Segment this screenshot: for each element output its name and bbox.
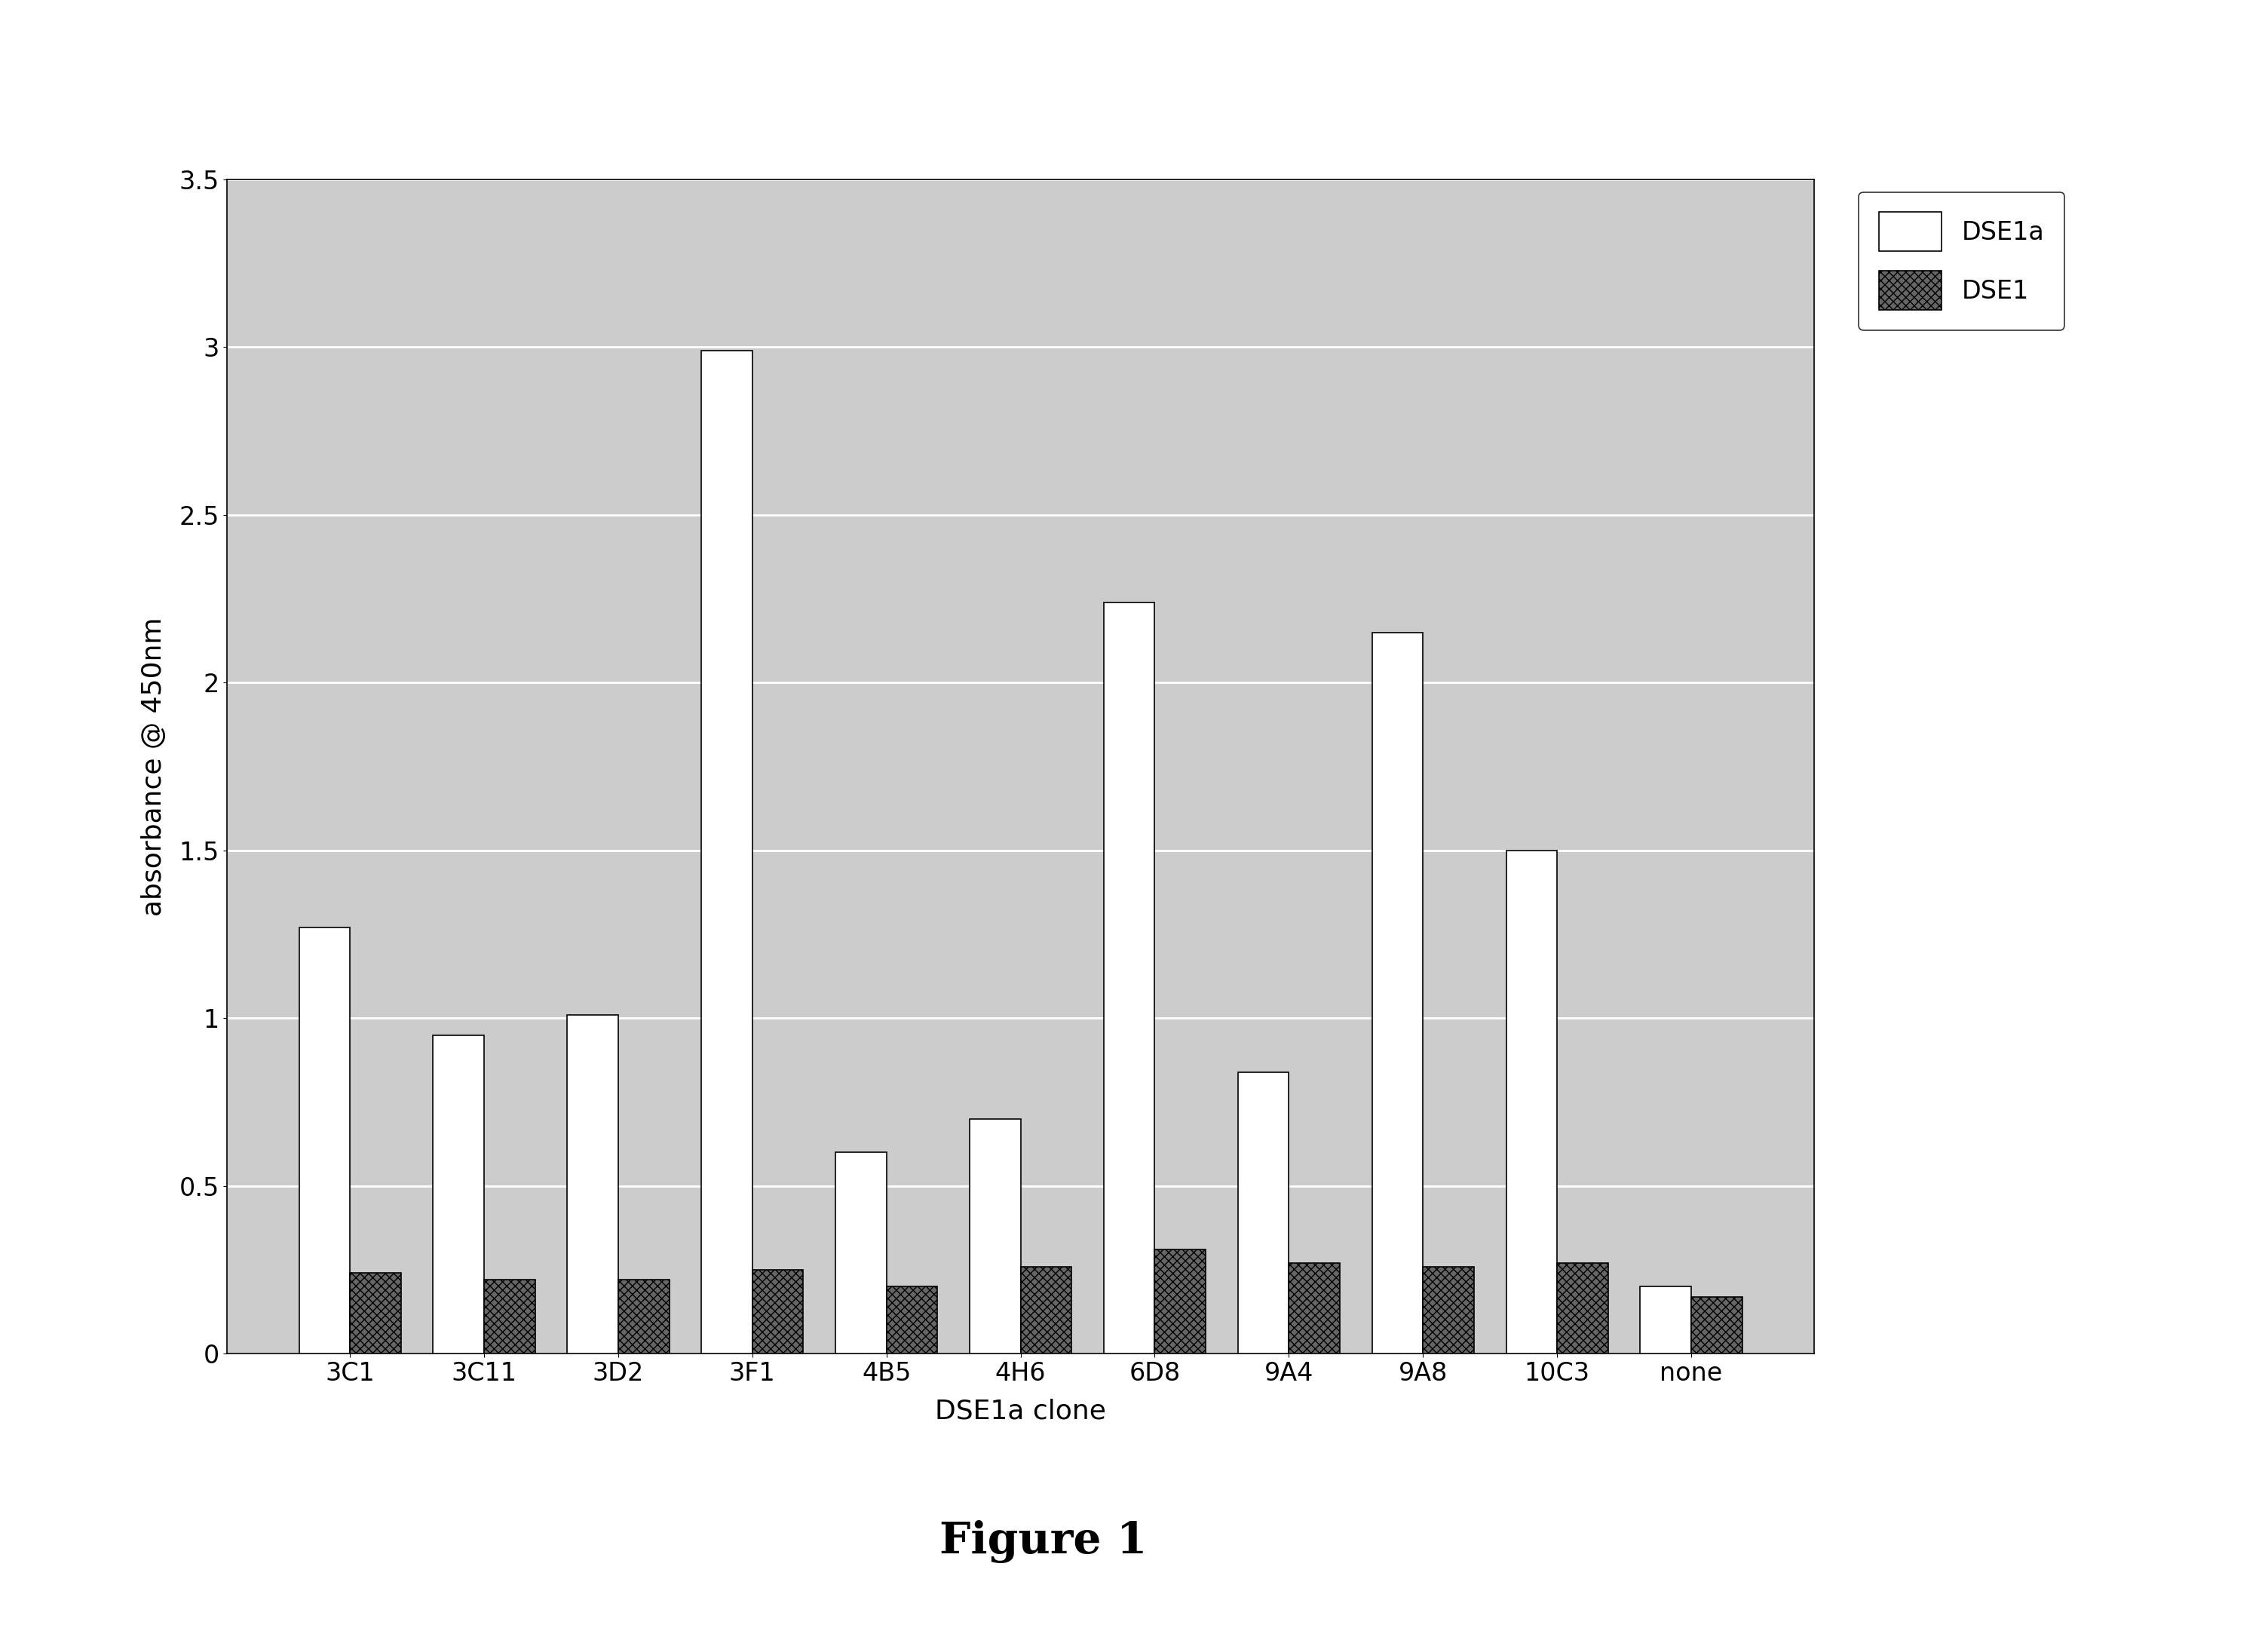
Bar: [483, 1280, 535, 1354]
Bar: [1640, 1287, 1692, 1354]
Bar: [1692, 1297, 1742, 1354]
Bar: [1558, 1262, 1608, 1354]
Bar: [971, 1119, 1021, 1354]
Bar: [1154, 1249, 1207, 1354]
Bar: [1288, 1262, 1340, 1354]
Bar: [753, 1271, 803, 1354]
Legend: DSE1a, DSE1: DSE1a, DSE1: [1860, 192, 2064, 329]
Bar: [433, 1036, 483, 1354]
Bar: [619, 1280, 669, 1354]
Bar: [1506, 850, 1558, 1354]
Bar: [1021, 1267, 1070, 1354]
Bar: [835, 1153, 887, 1354]
Bar: [299, 928, 349, 1354]
Bar: [1238, 1072, 1288, 1354]
Bar: [1105, 602, 1154, 1354]
Bar: [701, 351, 753, 1354]
X-axis label: DSE1a clone: DSE1a clone: [934, 1398, 1107, 1424]
Bar: [349, 1274, 401, 1354]
Text: Figure 1: Figure 1: [939, 1520, 1148, 1562]
Bar: [1372, 633, 1422, 1354]
Bar: [1422, 1267, 1474, 1354]
Bar: [567, 1014, 619, 1354]
Y-axis label: absorbance @ 450nm: absorbance @ 450nm: [141, 617, 166, 917]
Bar: [887, 1287, 937, 1354]
